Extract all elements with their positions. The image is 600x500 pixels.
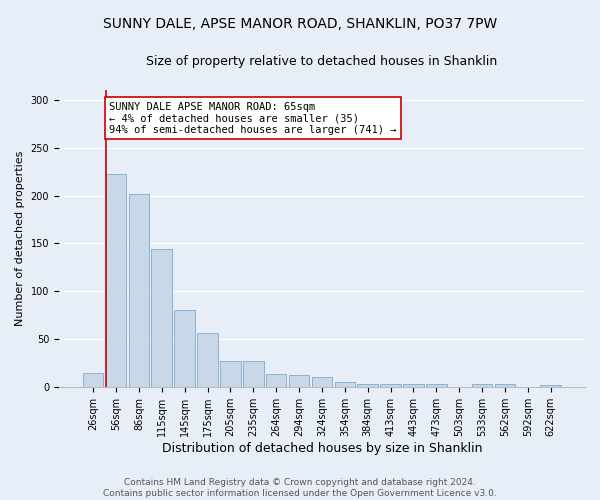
Bar [495, 384, 515, 388]
Bar [128, 194, 149, 388]
Bar [472, 384, 493, 388]
Title: Size of property relative to detached houses in Shanklin: Size of property relative to detached ho… [146, 55, 497, 68]
Text: SUNNY DALE, APSE MANOR ROAD, SHANKLIN, PO37 7PW: SUNNY DALE, APSE MANOR ROAD, SHANKLIN, P… [103, 18, 497, 32]
Bar [311, 377, 332, 388]
Bar [403, 384, 424, 388]
Bar [426, 384, 446, 388]
Bar [358, 384, 378, 388]
Bar [83, 373, 103, 388]
Bar [197, 332, 218, 388]
Bar [380, 384, 401, 388]
Bar [289, 375, 310, 388]
X-axis label: Distribution of detached houses by size in Shanklin: Distribution of detached houses by size … [162, 442, 482, 455]
Bar [266, 374, 286, 388]
Text: SUNNY DALE APSE MANOR ROAD: 65sqm
← 4% of detached houses are smaller (35)
94% o: SUNNY DALE APSE MANOR ROAD: 65sqm ← 4% o… [109, 102, 397, 134]
Bar [335, 382, 355, 388]
Y-axis label: Number of detached properties: Number of detached properties [15, 151, 25, 326]
Bar [541, 386, 561, 388]
Text: Contains HM Land Registry data © Crown copyright and database right 2024.
Contai: Contains HM Land Registry data © Crown c… [103, 478, 497, 498]
Bar [151, 249, 172, 388]
Bar [175, 310, 195, 388]
Bar [243, 362, 263, 388]
Bar [220, 362, 241, 388]
Bar [106, 174, 126, 388]
